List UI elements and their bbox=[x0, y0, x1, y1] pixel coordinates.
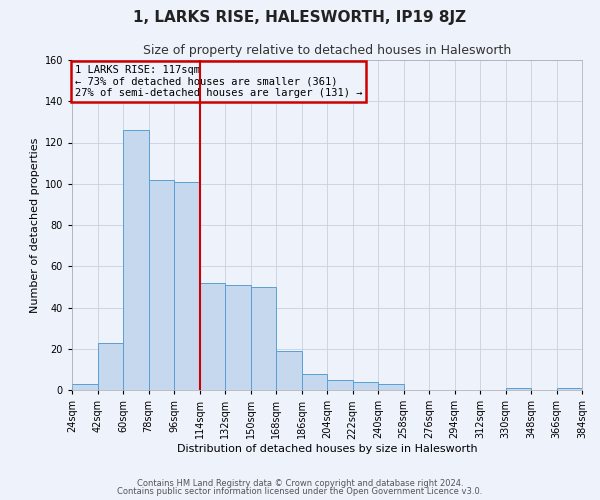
Bar bbox=[378, 384, 404, 390]
Bar bbox=[149, 180, 174, 390]
Bar bbox=[225, 285, 251, 390]
Bar bbox=[557, 388, 582, 390]
Bar bbox=[302, 374, 327, 390]
Bar bbox=[199, 283, 225, 390]
Bar bbox=[174, 182, 199, 390]
Bar bbox=[505, 388, 531, 390]
X-axis label: Distribution of detached houses by size in Halesworth: Distribution of detached houses by size … bbox=[176, 444, 478, 454]
Bar bbox=[97, 342, 123, 390]
Bar bbox=[72, 384, 97, 390]
Text: 1 LARKS RISE: 117sqm
← 73% of detached houses are smaller (361)
27% of semi-deta: 1 LARKS RISE: 117sqm ← 73% of detached h… bbox=[74, 65, 362, 98]
Bar bbox=[327, 380, 353, 390]
Text: 1, LARKS RISE, HALESWORTH, IP19 8JZ: 1, LARKS RISE, HALESWORTH, IP19 8JZ bbox=[133, 10, 467, 25]
Text: Contains public sector information licensed under the Open Government Licence v3: Contains public sector information licen… bbox=[118, 487, 482, 496]
Bar bbox=[276, 351, 302, 390]
Bar bbox=[353, 382, 378, 390]
Text: Contains HM Land Registry data © Crown copyright and database right 2024.: Contains HM Land Registry data © Crown c… bbox=[137, 478, 463, 488]
Bar bbox=[251, 287, 276, 390]
Bar bbox=[123, 130, 149, 390]
Title: Size of property relative to detached houses in Halesworth: Size of property relative to detached ho… bbox=[143, 44, 511, 58]
Y-axis label: Number of detached properties: Number of detached properties bbox=[31, 138, 40, 312]
